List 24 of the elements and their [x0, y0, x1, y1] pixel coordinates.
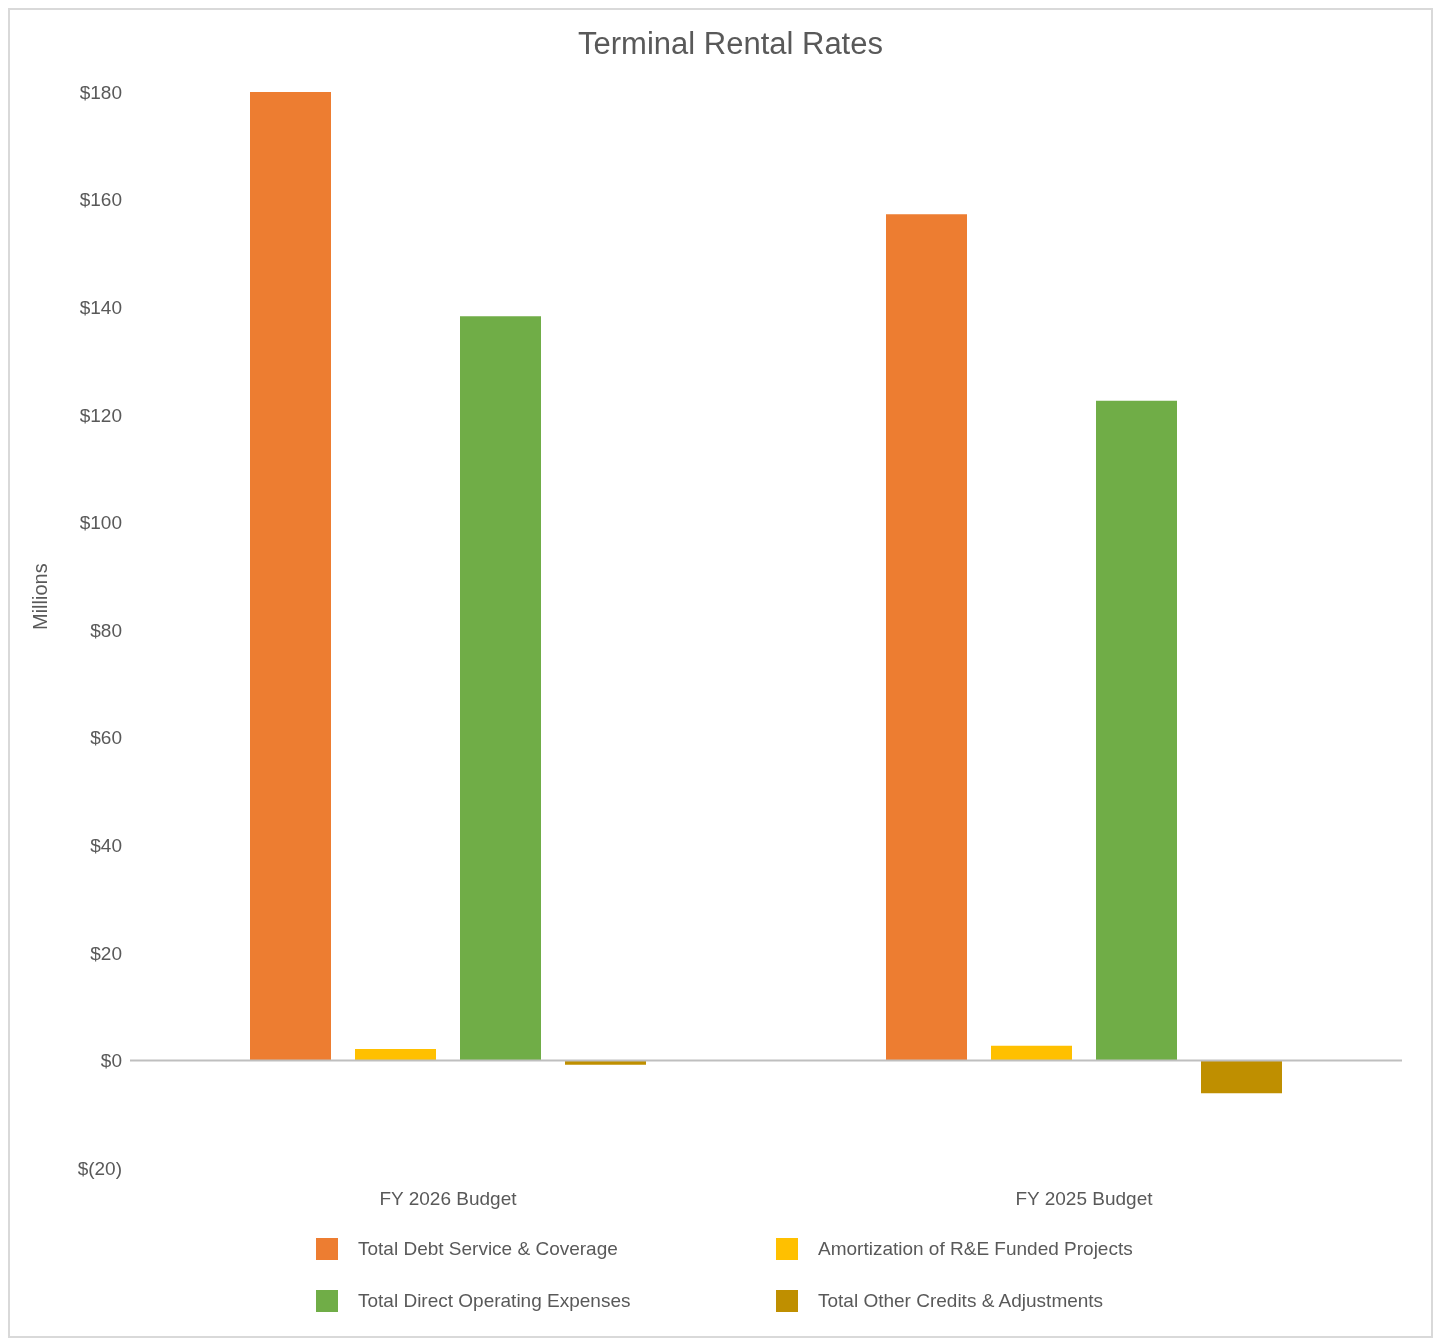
y-tick-label: $100: [79, 512, 122, 534]
y-tick-label: $0: [100, 1050, 122, 1072]
x-tick-label: FY 2026 Budget: [379, 1188, 518, 1210]
legend-label: Amortization of R&E Funded Projects: [818, 1238, 1133, 1260]
bar: [460, 316, 541, 1061]
y-tick-label: $60: [90, 727, 122, 749]
bar: [1201, 1060, 1282, 1094]
y-tick-label: $120: [79, 404, 122, 426]
legend-label: Total Direct Operating Expenses: [358, 1290, 631, 1312]
chart-title: Terminal Rental Rates: [577, 26, 884, 62]
legend-label: Total Other Credits & Adjustments: [818, 1290, 1104, 1312]
y-tick-label: $20: [90, 942, 122, 964]
y-tick-label: $180: [79, 81, 122, 103]
y-axis-title: Millions: [29, 563, 52, 630]
bar: [1096, 400, 1177, 1061]
y-tick-label: $40: [90, 834, 122, 856]
legend-label: Total Debt Service & Coverage: [358, 1238, 618, 1260]
y-tick-label: $140: [79, 296, 122, 318]
y-tick-label: $160: [79, 189, 122, 211]
x-tick-label: FY 2025 Budget: [1015, 1188, 1154, 1210]
bar: [250, 92, 331, 1061]
y-tick-label: $80: [90, 619, 122, 641]
bar: [886, 214, 967, 1061]
y-tick-label: $(20): [77, 1157, 122, 1179]
